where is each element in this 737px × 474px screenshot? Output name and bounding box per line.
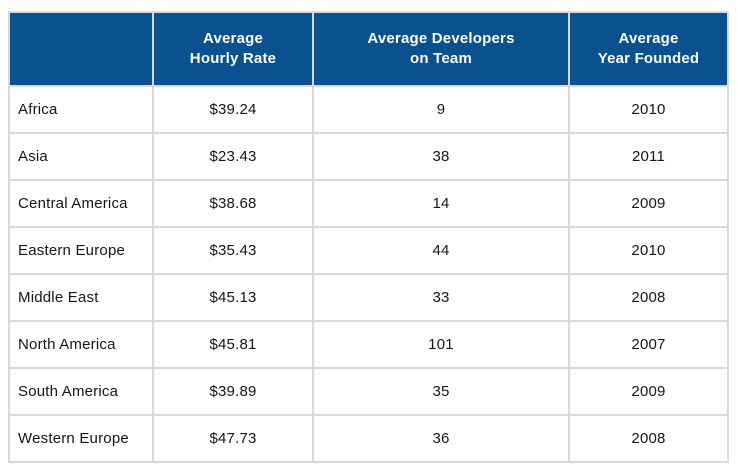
year-founded-cell: 2007	[568, 320, 729, 369]
year-founded-cell: 2010	[568, 226, 729, 275]
developers-cell: 33	[312, 273, 570, 322]
hourly-rate-cell: $39.89	[152, 367, 314, 416]
table-row: Eastern Europe $35.43 44 2010	[8, 226, 729, 275]
year-founded-cell: 2008	[568, 414, 729, 463]
table-container: Average Hourly Rate Average Developers o…	[8, 11, 729, 463]
table-row: Africa $39.24 9 2010	[8, 85, 729, 134]
hourly-rate-cell: $38.68	[152, 179, 314, 228]
header-row: Average Hourly Rate Average Developers o…	[8, 11, 729, 87]
year-founded-cell: 2009	[568, 367, 729, 416]
table-row: Central America $38.68 14 2009	[8, 179, 729, 228]
developers-cell: 14	[312, 179, 570, 228]
year-founded-cell: 2008	[568, 273, 729, 322]
region-cell: North America	[8, 320, 154, 369]
developers-cell: 35	[312, 367, 570, 416]
region-cell: Asia	[8, 132, 154, 181]
header-cell-year-founded: Average Year Founded	[568, 11, 729, 87]
table-row: South America $39.89 35 2009	[8, 367, 729, 416]
hourly-rate-cell: $45.13	[152, 273, 314, 322]
developers-cell: 44	[312, 226, 570, 275]
table-row: North America $45.81 101 2007	[8, 320, 729, 369]
region-cell: Middle East	[8, 273, 154, 322]
table-row: Middle East $45.13 33 2008	[8, 273, 729, 322]
hourly-rate-cell: $23.43	[152, 132, 314, 181]
table-row: Asia $23.43 38 2011	[8, 132, 729, 181]
year-founded-cell: 2009	[568, 179, 729, 228]
header-cell-developers: Average Developers on Team	[312, 11, 570, 87]
hourly-rate-cell: $39.24	[152, 85, 314, 134]
region-cell: South America	[8, 367, 154, 416]
developers-cell: 36	[312, 414, 570, 463]
year-founded-cell: 2010	[568, 85, 729, 134]
developers-cell: 101	[312, 320, 570, 369]
region-cell: Central America	[8, 179, 154, 228]
header-cell-hourly-rate: Average Hourly Rate	[152, 11, 314, 87]
developers-cell: 38	[312, 132, 570, 181]
hourly-rate-cell: $47.73	[152, 414, 314, 463]
region-cell: Eastern Europe	[8, 226, 154, 275]
hourly-rate-cell: $45.81	[152, 320, 314, 369]
hourly-rate-cell: $35.43	[152, 226, 314, 275]
developers-cell: 9	[312, 85, 570, 134]
table-row: Western Europe $47.73 36 2008	[8, 414, 729, 463]
year-founded-cell: 2011	[568, 132, 729, 181]
header-cell-region	[8, 11, 154, 87]
region-cell: Western Europe	[8, 414, 154, 463]
regions-comparison-table: Average Hourly Rate Average Developers o…	[8, 11, 729, 463]
region-cell: Africa	[8, 85, 154, 134]
